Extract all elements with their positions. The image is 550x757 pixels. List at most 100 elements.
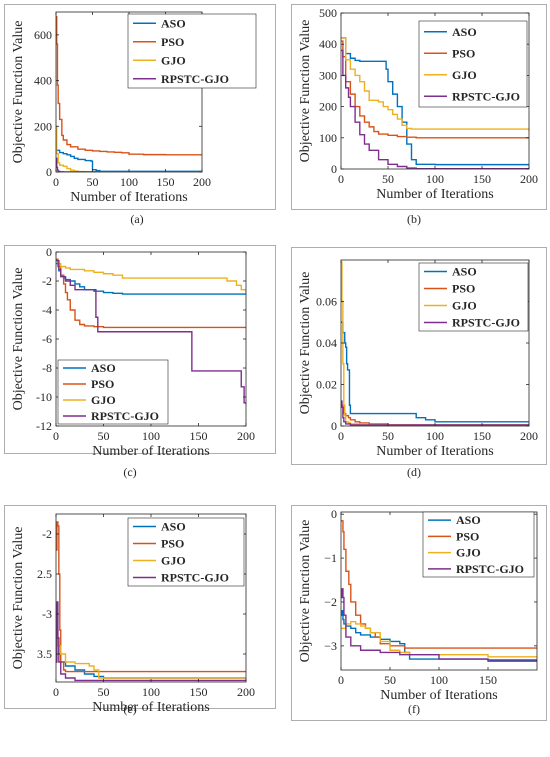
legend-label-gjo: GJO <box>456 546 481 560</box>
legend-label-rpstc-gjo: RPSTC-GJO <box>161 72 229 86</box>
legend-label-pso: PSO <box>91 377 114 391</box>
legend: ASO PSO GJO RPSTC-GJO <box>422 511 535 578</box>
legend-label-rpstc-gjo: RPSTC-GJO <box>456 562 524 576</box>
y-tick-label: 0 <box>46 165 52 179</box>
series-line-rpstc-gjo <box>341 49 529 169</box>
x-tick-label: 200 <box>193 175 211 189</box>
y-tick-label: 0.04 <box>316 336 337 350</box>
series-line-pso <box>56 521 246 673</box>
series-line-pso <box>341 40 529 139</box>
y-tick-label: -6 <box>42 332 52 346</box>
x-tick-label: 0 <box>53 175 59 189</box>
y-tick-label: −1 <box>324 551 337 565</box>
chart-panel-3: 0 50 100 150 200 0 -2 -4 -6 -8 -10 -12 Number of Ite… <box>4 245 276 479</box>
series-line-aso <box>341 321 529 423</box>
y-axis-label: Objective Function Value <box>298 520 313 663</box>
y-tick-label: 0 <box>331 162 337 176</box>
legend-label-rpstc-gjo: RPSTC-GJO <box>452 89 520 103</box>
x-tick-label: 50 <box>98 685 110 699</box>
panel-caption: (d) <box>407 465 421 479</box>
panel-frame <box>4 505 276 709</box>
series-line-aso <box>56 149 202 172</box>
chart-panel-5: 0 50 100 150 200 -2 2.5 -3 3.5 Number of Iteratio… <box>4 505 276 716</box>
y-tick-label: 0 <box>331 507 337 521</box>
legend-label-gjo: GJO <box>161 53 186 67</box>
legend-label-aso: ASO <box>91 361 116 375</box>
x-tick-label: 0 <box>338 172 344 186</box>
series-line-pso <box>56 15 202 156</box>
y-tick-label: 100 <box>319 131 337 145</box>
legend-label-gjo: GJO <box>91 393 116 407</box>
x-tick-label: 50 <box>384 673 396 687</box>
x-tick-label: 150 <box>190 429 208 443</box>
panel-frame <box>291 247 547 465</box>
x-axis-label: Number of Iterations <box>70 190 187 205</box>
y-axis-label: Objective Function Value <box>11 268 26 411</box>
legend-box <box>57 359 169 425</box>
legend-label-rpstc-gjo: RPSTC-GJO <box>91 409 159 423</box>
legend: ASO PSO GJO RPSTC-GJO <box>127 13 257 89</box>
x-tick-label: 150 <box>473 172 491 186</box>
y-tick-label: 300 <box>319 68 337 82</box>
y-tick-label: 0 <box>331 419 337 433</box>
panel-caption: (e) <box>123 702 136 716</box>
legend-label-pso: PSO <box>161 537 184 551</box>
x-tick-label: 150 <box>157 175 175 189</box>
x-tick-label: 0 <box>338 673 344 687</box>
y-axis-label: Objective Function Value <box>11 21 26 164</box>
legend-box <box>418 262 529 332</box>
x-tick-label: 100 <box>120 175 138 189</box>
x-tick-label: 100 <box>426 172 444 186</box>
y-tick-label: -3 <box>42 607 52 621</box>
chart-panel-1: 0 50 100 150 200 0 200 400 600 Number of Iteratio… <box>4 4 276 226</box>
y-tick-label: 0.06 <box>316 295 337 309</box>
legend: ASO PSO GJO RPSTC-GJO <box>57 359 169 425</box>
x-axis-label: Number of Iterations <box>92 700 209 715</box>
y-tick-label: 200 <box>319 100 337 114</box>
y-tick-label: -10 <box>36 390 52 404</box>
x-tick-label: 50 <box>98 429 110 443</box>
legend-label-pso: PSO <box>452 46 475 60</box>
x-tick-label: 150 <box>190 685 208 699</box>
series-line-gjo <box>56 260 246 293</box>
panel-caption: (b) <box>407 212 421 226</box>
panel-caption: (c) <box>123 465 136 479</box>
x-tick-label: 100 <box>430 673 448 687</box>
y-tick-label: 600 <box>34 28 52 42</box>
y-tick-label: -4 <box>42 303 52 317</box>
y-tick-label: -12 <box>36 419 52 433</box>
x-axis-label: Number of Iterations <box>376 187 493 202</box>
x-tick-label: 200 <box>520 429 538 443</box>
panel-frame <box>291 505 547 721</box>
x-tick-label: 0 <box>338 429 344 443</box>
legend-box <box>127 13 257 89</box>
series-line-rpstc-gjo <box>341 400 529 426</box>
legend-box <box>422 511 535 578</box>
panel-frame <box>4 245 276 454</box>
series-line-rpstc-gjo <box>56 260 246 405</box>
panel-frame <box>291 4 547 210</box>
x-tick-label: 200 <box>237 685 255 699</box>
x-tick-label: 150 <box>473 429 491 443</box>
y-tick-label: 400 <box>319 37 337 51</box>
y-axis-label: Objective Function Value <box>11 527 26 670</box>
chart-panel-2: 0 50 100 150 200 0 100 200 300 400 500 Number of It… <box>291 4 547 226</box>
y-axis-label: Objective Function Value <box>298 272 313 415</box>
x-axis-label: Number of Iterations <box>92 444 209 459</box>
y-tick-label: 3.5 <box>37 647 52 661</box>
legend-label-aso: ASO <box>452 25 477 39</box>
y-tick-label: 2.5 <box>37 567 52 581</box>
legend: ASO PSO GJO RPSTC-GJO <box>418 20 528 108</box>
series-line-gjo <box>56 629 246 679</box>
y-tick-label: 200 <box>34 119 52 133</box>
panel-caption: (a) <box>130 212 143 226</box>
x-tick-label: 0 <box>53 429 59 443</box>
y-tick-label: −3 <box>324 639 337 653</box>
legend-label-aso: ASO <box>452 265 477 279</box>
legend-label-aso: ASO <box>161 16 186 30</box>
x-tick-label: 200 <box>520 172 538 186</box>
y-tick-label: 400 <box>34 74 52 88</box>
legend-label-gjo: GJO <box>161 554 186 568</box>
legend-label-rpstc-gjo: RPSTC-GJO <box>161 571 229 585</box>
